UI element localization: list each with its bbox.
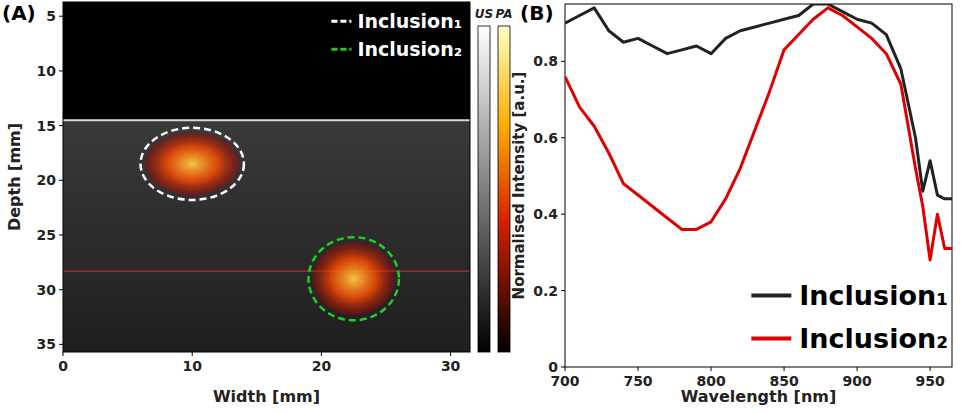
y-tick-label: 0.6 <box>533 130 558 146</box>
y-tick-label: 0.4 <box>533 206 558 222</box>
x-tick <box>63 352 64 356</box>
y-tick <box>561 290 565 291</box>
x-tick-label: 900 <box>842 373 871 389</box>
y-axis-title: Normalised Intensity [a.u.] <box>510 72 528 300</box>
legend-label: Inclusion₂ <box>799 323 948 354</box>
y-tick-label: 0.2 <box>533 283 558 299</box>
legend-label: Inclusion₁ <box>357 10 462 32</box>
plot-area <box>565 4 952 260</box>
y-tick <box>59 180 63 181</box>
colorbar-label: US <box>475 7 493 21</box>
image-area <box>63 2 470 352</box>
y-tick-label: 10 <box>37 63 57 79</box>
x-tick-label: 950 <box>915 373 944 389</box>
legend-sample <box>751 294 791 298</box>
y-tick <box>59 344 63 345</box>
legend-sample <box>331 20 351 23</box>
pa-signal <box>312 242 395 315</box>
series-line <box>565 8 952 260</box>
gel-region <box>63 120 470 352</box>
x-tick-label: 0 <box>58 358 68 374</box>
x-tick <box>930 367 931 371</box>
pa-artifact-line <box>63 270 470 271</box>
x-tick <box>565 367 566 371</box>
colorbar <box>498 26 510 352</box>
x-tick-label: 30 <box>441 358 461 374</box>
x-tick-label: 20 <box>312 358 332 374</box>
y-tick-label: 35 <box>37 336 56 352</box>
x-tick <box>711 367 712 371</box>
panel-label: (B) <box>520 1 554 25</box>
y-tick <box>59 16 63 17</box>
plot-frame <box>565 4 952 367</box>
legend-sample <box>751 337 791 341</box>
y-tick-label: 0.8 <box>533 53 558 69</box>
colorbar-label: PA <box>496 7 513 21</box>
y-tick <box>561 61 565 62</box>
x-tick <box>857 367 858 371</box>
pa-signal <box>145 132 240 196</box>
surface-line <box>63 119 470 121</box>
figure: 5 10 15 20 25 30 350 10 20 30 Width [mm] Depth [mm]… <box>0 0 961 412</box>
y-tick <box>561 214 565 215</box>
y-tick-label: 25 <box>37 227 56 243</box>
y-tick-label: 5 <box>46 8 56 24</box>
y-tick <box>561 137 565 138</box>
x-tick <box>784 367 785 371</box>
y-tick <box>59 70 63 71</box>
image-background <box>63 2 470 352</box>
x-tick-label: 10 <box>182 358 202 374</box>
image-frame <box>63 2 470 352</box>
x-tick <box>638 367 639 371</box>
colorbar <box>478 26 490 352</box>
legend-label: Inclusion₁ <box>799 280 948 311</box>
y-axis-title: Depth [mm] <box>5 123 24 231</box>
y-tick <box>59 234 63 235</box>
x-tick <box>321 352 322 356</box>
series-line <box>565 4 952 199</box>
x-tick <box>192 352 193 356</box>
legend-sample <box>331 48 351 51</box>
y-tick-label: 30 <box>37 282 57 298</box>
inclusion-outline <box>308 237 398 320</box>
y-tick <box>561 367 565 368</box>
inclusion-outline <box>141 128 244 200</box>
x-tick <box>450 352 451 356</box>
x-axis-title: Width [mm] <box>213 387 320 406</box>
y-tick-label: 20 <box>37 172 57 188</box>
y-tick-label: 15 <box>37 118 56 134</box>
y-tick <box>59 125 63 126</box>
x-tick-label: 700 <box>550 373 579 389</box>
legend-label: Inclusion₂ <box>357 38 462 60</box>
x-tick-label: 750 <box>623 373 652 389</box>
x-axis-title: Wavelength [nm] <box>681 387 837 406</box>
y-tick <box>59 289 63 290</box>
panel-label: (A) <box>2 1 36 25</box>
